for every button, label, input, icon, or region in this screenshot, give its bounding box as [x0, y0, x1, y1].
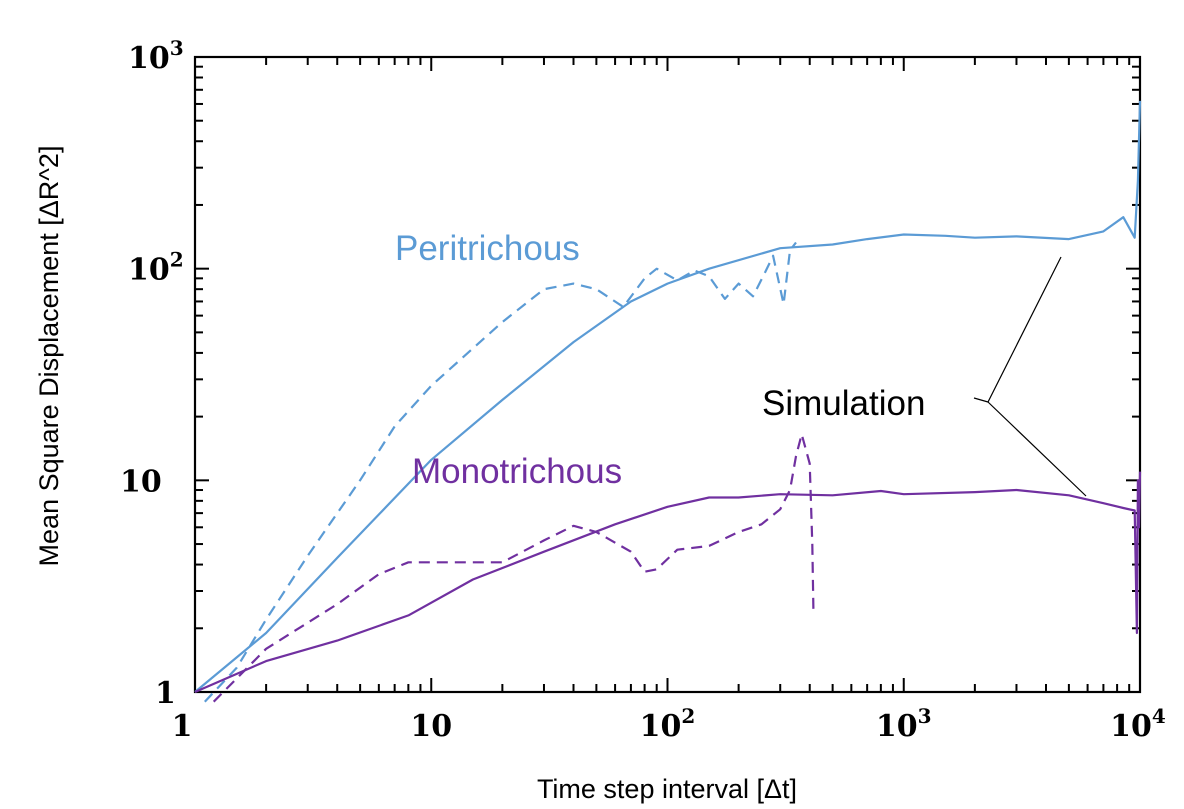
series-layer [194, 100, 1142, 703]
leader-line-upper [973, 256, 1062, 403]
x-tick-label: 102 [640, 704, 696, 744]
simulation-leader-lines [973, 256, 1087, 497]
leader-line-lower [987, 401, 1087, 497]
series-peritrichous-solid [194, 100, 1142, 693]
y-tick-label: 102 [128, 248, 184, 288]
x-tick-label: 1 [172, 709, 193, 744]
annotation-peritrichous: Peritrichous [395, 229, 580, 268]
tick-marks [194, 57, 1140, 693]
tick-labels: 1 10 102 103 104 1 10 102 103 [120, 36, 1166, 744]
plot-frame [193, 55, 1142, 694]
y-tick-label: 1 [155, 676, 176, 711]
x-tick-label: 103 [876, 704, 932, 744]
y-axis-label: Mean Square Displacement [ΔR^2] [34, 146, 64, 567]
annotation-simulation: Simulation [762, 384, 925, 423]
x-tick-label: 104 [1110, 704, 1166, 744]
y-tick-label: 103 [128, 36, 184, 76]
x-tick-label: 10 [410, 709, 452, 744]
annotation-monotrichous: Monotrichous [412, 452, 622, 491]
series-monotrichous-solid [194, 471, 1142, 694]
series-monotrichous-dashed [212, 433, 815, 703]
x-axis-label: Time step interval [Δt] [537, 774, 797, 804]
y-tick-label: 10 [120, 464, 162, 499]
